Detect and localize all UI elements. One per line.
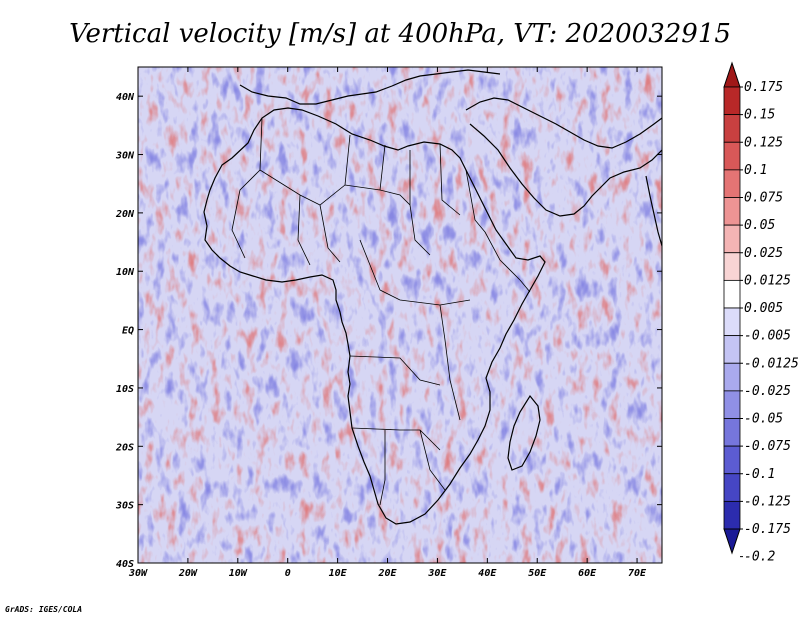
lat-tick-label: 20S [115,442,134,453]
lon-tick-label: 20W [178,568,198,579]
lon-tick-label: 60E [578,568,597,579]
lon-tick-label: 30W [128,568,148,579]
colorbar-band [723,500,741,530]
lat-tick-label: 20N [115,209,135,220]
lon-tick-label: 50E [528,568,547,579]
colorbar-label: 0.15 [744,108,775,123]
colorbar-label: -0.1 [744,467,775,482]
colorbar-bottom-triangle [723,528,741,555]
lat-tick-label: 40N [116,92,135,103]
colorbar-label: 0.05 [744,218,775,233]
coastline-middle-east [465,97,662,149]
colorbar-band [723,335,741,364]
lat-tick-label: 10S [116,384,134,395]
lon-tick-label: 70E [628,568,647,579]
colorbar-band [723,86,741,116]
coastline-india [645,175,662,247]
lat-tick-label: 30N [115,151,135,162]
longitude-axis: 30W 20W 10W 0 10E 20E 30E 40E 50E 60E 70E [128,67,647,579]
coastline-madagascar [507,394,541,471]
lat-tick-label: 30S [115,501,134,512]
colorbar-label: 0.075 [744,191,783,206]
colorbar-label: -0.125 [744,494,791,509]
colorbar-band [723,445,741,475]
lon-tick-label: 0 [285,568,291,579]
colorbar-band [723,418,741,447]
colorbar-label: 0.175 [744,80,783,95]
colorbar-band [723,473,741,502]
coastline-africa [203,107,546,525]
latitude-axis: 40N 30N 20N 10N EQ 10S 20S 30S 40S [115,92,662,570]
colorbar-top-triangle [723,61,741,88]
colorbar-label: -0.05 [744,412,783,427]
lat-tick-label: EQ [122,326,134,337]
coastline-arabia [469,123,662,217]
colorbar-label: 0.125 [744,135,783,150]
country-borders [231,117,531,506]
lat-tick-label: 10N [116,267,135,278]
colorbar-label: -0.175 [744,522,791,537]
colorbar-band [723,197,741,226]
colorbar-band [723,169,741,198]
colorbar-label: 0.1 [744,163,767,178]
colorbar-label: -0.025 [744,384,791,399]
colorbar-band [723,252,741,281]
colorbar-band [723,224,741,254]
colorbar-label: -0.0125 [744,356,799,371]
lon-tick-label: 20E [377,568,397,579]
lon-tick-label: 30E [427,568,447,579]
colorbar-label: 0.025 [744,246,783,261]
chart-title: Vertical velocity [m/s] at 400hPa, VT: 2… [69,19,731,49]
colorbar-label: -0.075 [744,439,791,454]
colorbar-label: -0.2 [744,550,775,565]
colorbar-band [723,279,741,309]
colorbar-label: 0.0125 [744,273,791,288]
colorbar-band [723,114,741,143]
colorbar-band [723,307,741,337]
colorbar: 0.175 0.15 0.125 0.1 0.075 0.05 0.025 0.0125 0.0… [723,61,799,565]
colorbar-band [723,390,741,419]
lon-tick-label: 10E [329,568,348,579]
lon-tick-label: 10W [229,568,248,579]
plot-frame [137,66,663,564]
vertical-velocity-texture [138,67,662,563]
colorbar-band [723,362,741,392]
grads-credit: GrADS: IGES/COLA [5,605,82,614]
lon-tick-label: 40E [478,568,497,579]
colorbar-label: -0.005 [744,329,791,344]
colorbar-label: 0.005 [744,301,783,316]
coastline-europe [239,69,501,105]
lat-tick-label: 40S [116,559,134,570]
colorbar-band [723,141,741,171]
map-plot-area [138,67,662,563]
